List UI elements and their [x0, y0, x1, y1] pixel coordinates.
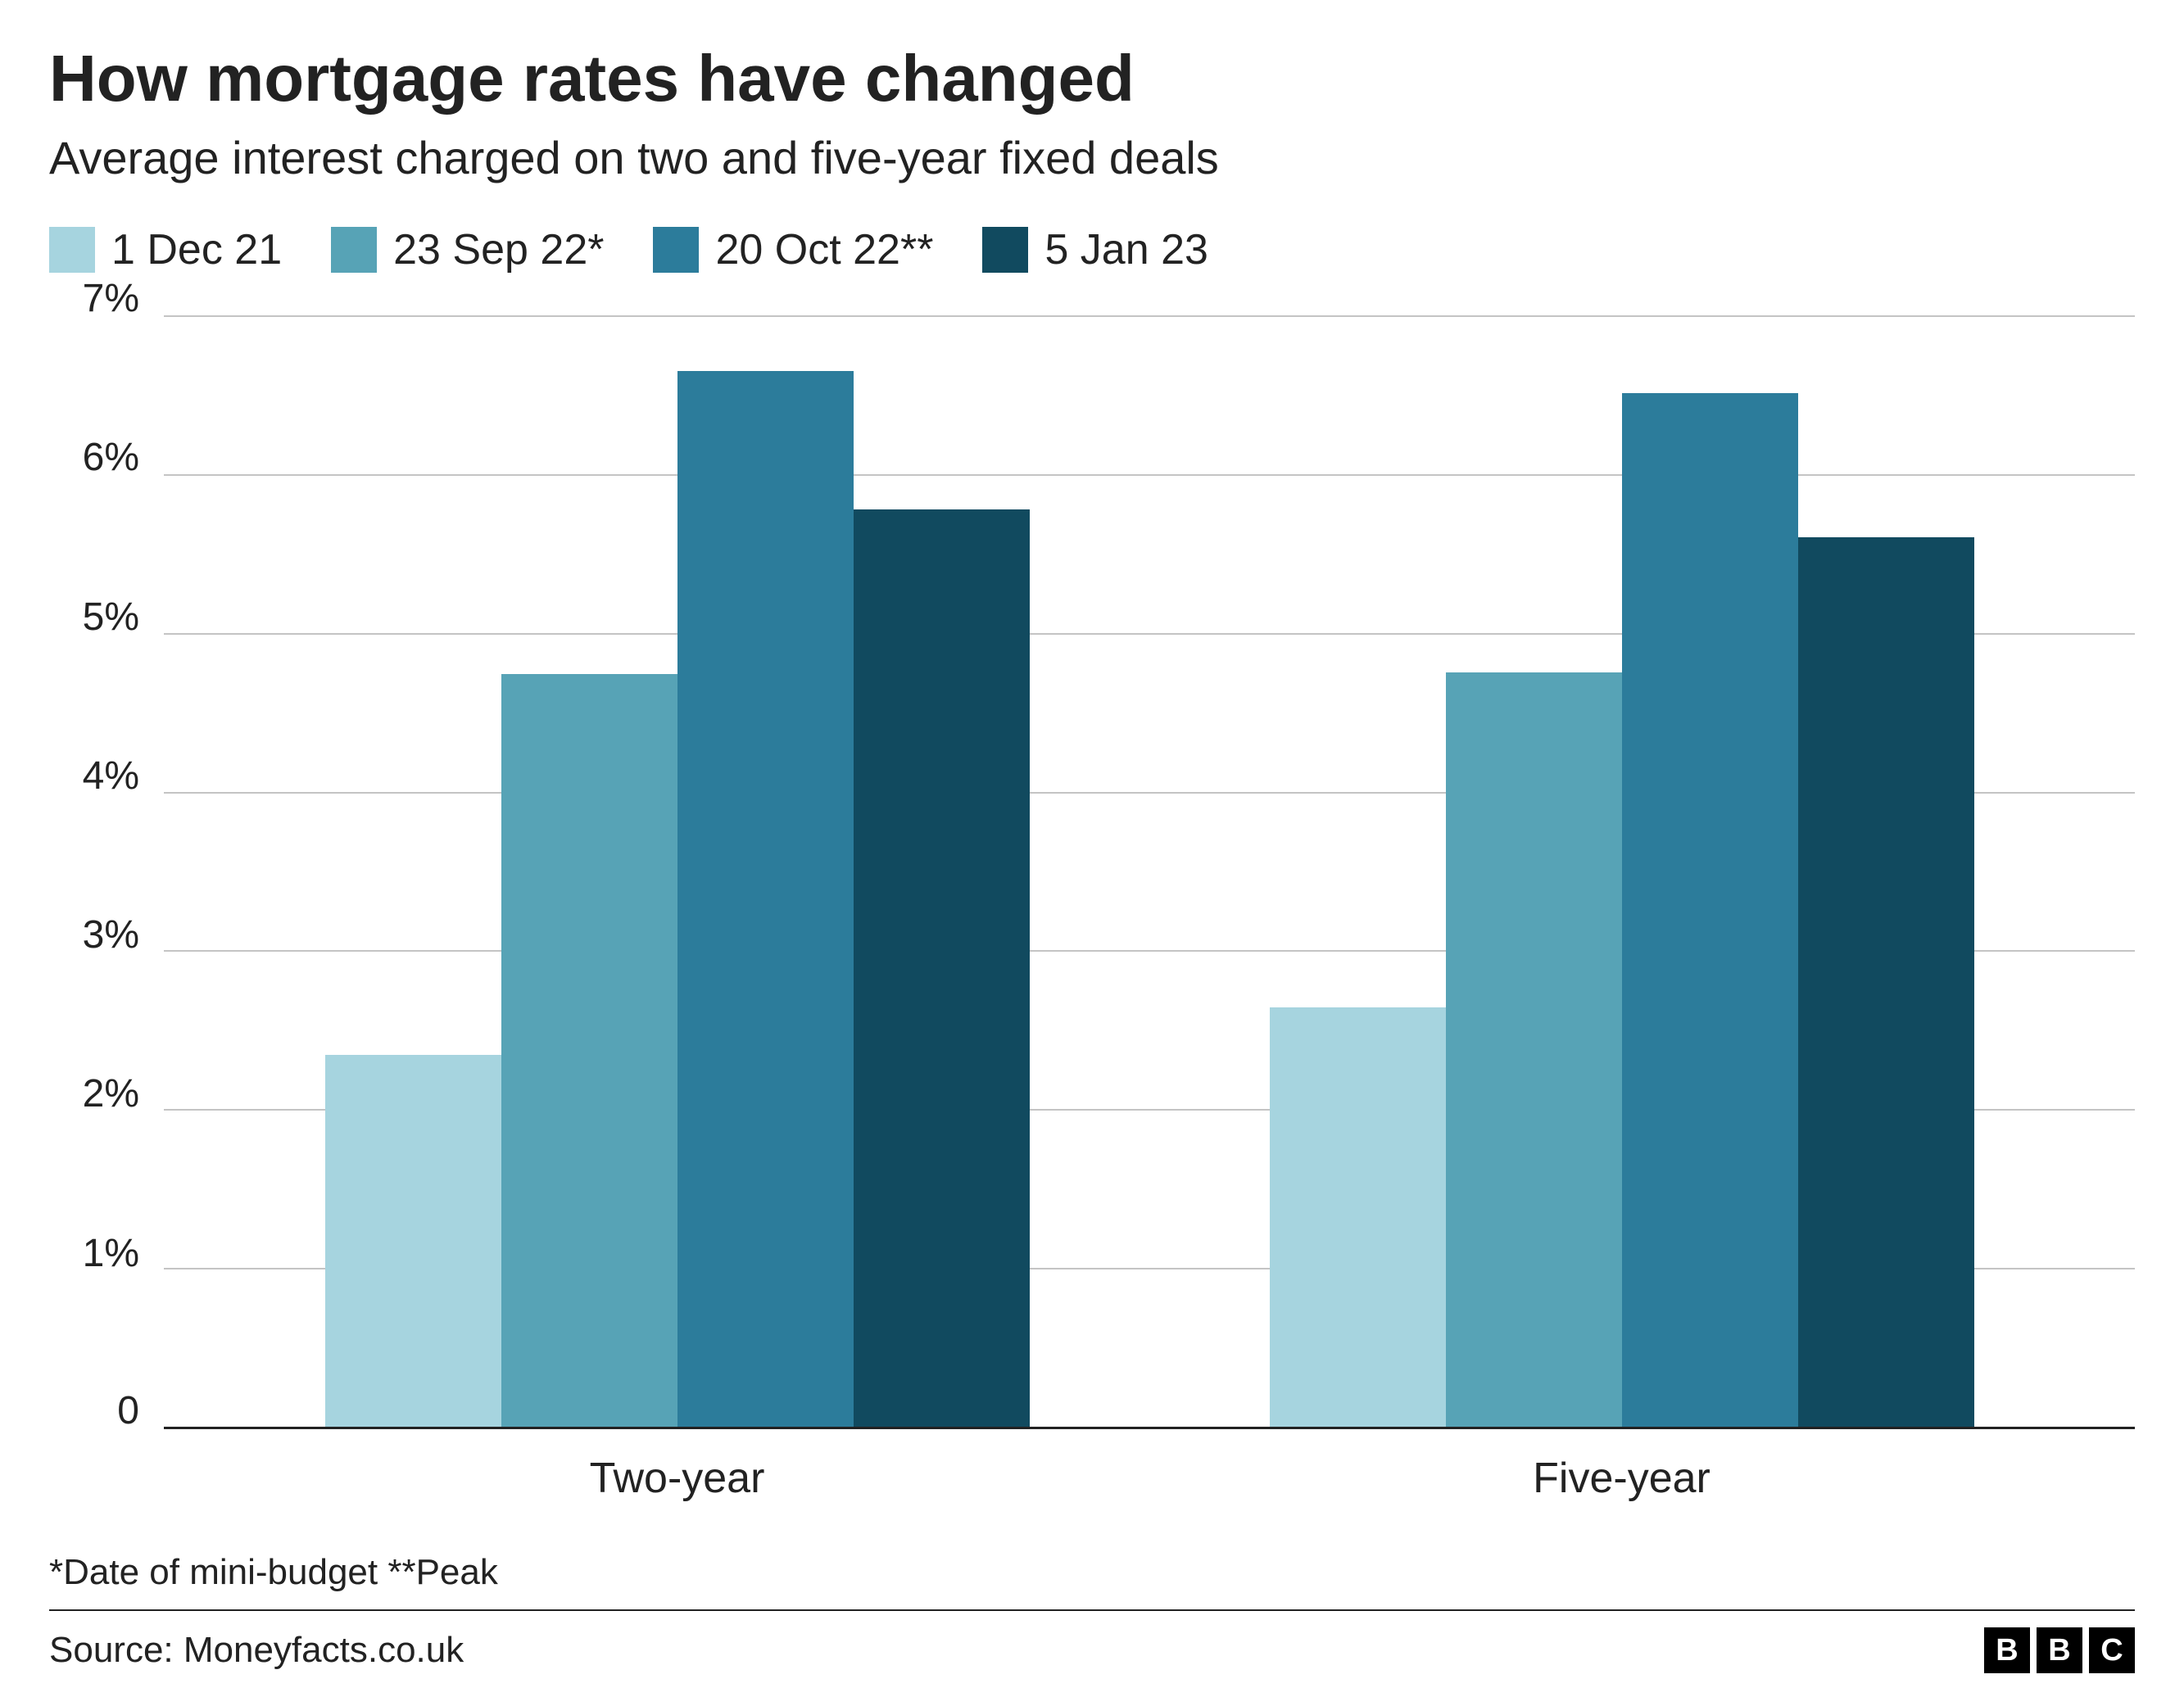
legend-label: 23 Sep 22* — [393, 225, 604, 274]
bbc-logo-box: B — [2037, 1627, 2082, 1673]
bar — [854, 509, 1030, 1427]
x-label: Five-year — [1270, 1454, 1974, 1503]
footnote: *Date of mini-budget **Peak — [49, 1552, 2135, 1611]
legend-item: 20 Oct 22** — [653, 225, 933, 274]
legend-label: 20 Oct 22** — [715, 225, 933, 274]
legend-label: 1 Dec 21 — [111, 225, 282, 274]
bar — [1798, 537, 1974, 1427]
bbc-logo: BBC — [1984, 1627, 2135, 1673]
y-axis: 7%6%5%4%3%2%1%0 — [49, 315, 164, 1429]
legend-swatch — [49, 227, 95, 273]
legend-item: 23 Sep 22* — [331, 225, 604, 274]
chart: 7%6%5%4%3%2%1%0 Two-year Five-year — [49, 315, 2135, 1503]
x-axis: Two-year Five-year — [164, 1429, 2135, 1503]
bar-groups — [164, 315, 2135, 1427]
legend-swatch — [653, 227, 699, 273]
legend: 1 Dec 21 23 Sep 22* 20 Oct 22** 5 Jan 23 — [49, 225, 2135, 274]
bar — [325, 1055, 501, 1427]
source-text: Source: Moneyfacts.co.uk — [49, 1630, 464, 1671]
bbc-logo-box: C — [2089, 1627, 2135, 1673]
legend-swatch — [331, 227, 377, 273]
legend-label: 5 Jan 23 — [1044, 225, 1208, 274]
bar — [1446, 672, 1622, 1427]
plot-area — [164, 315, 2135, 1429]
legend-item: 5 Jan 23 — [982, 225, 1208, 274]
bar-group — [325, 315, 1030, 1427]
x-label: Two-year — [325, 1454, 1030, 1503]
chart-subtitle: Average interest charged on two and five… — [49, 131, 2135, 184]
bbc-logo-box: B — [1984, 1627, 2030, 1673]
legend-item: 1 Dec 21 — [49, 225, 282, 274]
legend-swatch — [982, 227, 1028, 273]
bar — [501, 674, 677, 1427]
chart-title: How mortgage rates have changed — [49, 41, 2135, 116]
bar-group — [1270, 315, 1974, 1427]
bar — [1270, 1007, 1446, 1427]
bar — [677, 371, 854, 1427]
bar — [1622, 393, 1798, 1427]
